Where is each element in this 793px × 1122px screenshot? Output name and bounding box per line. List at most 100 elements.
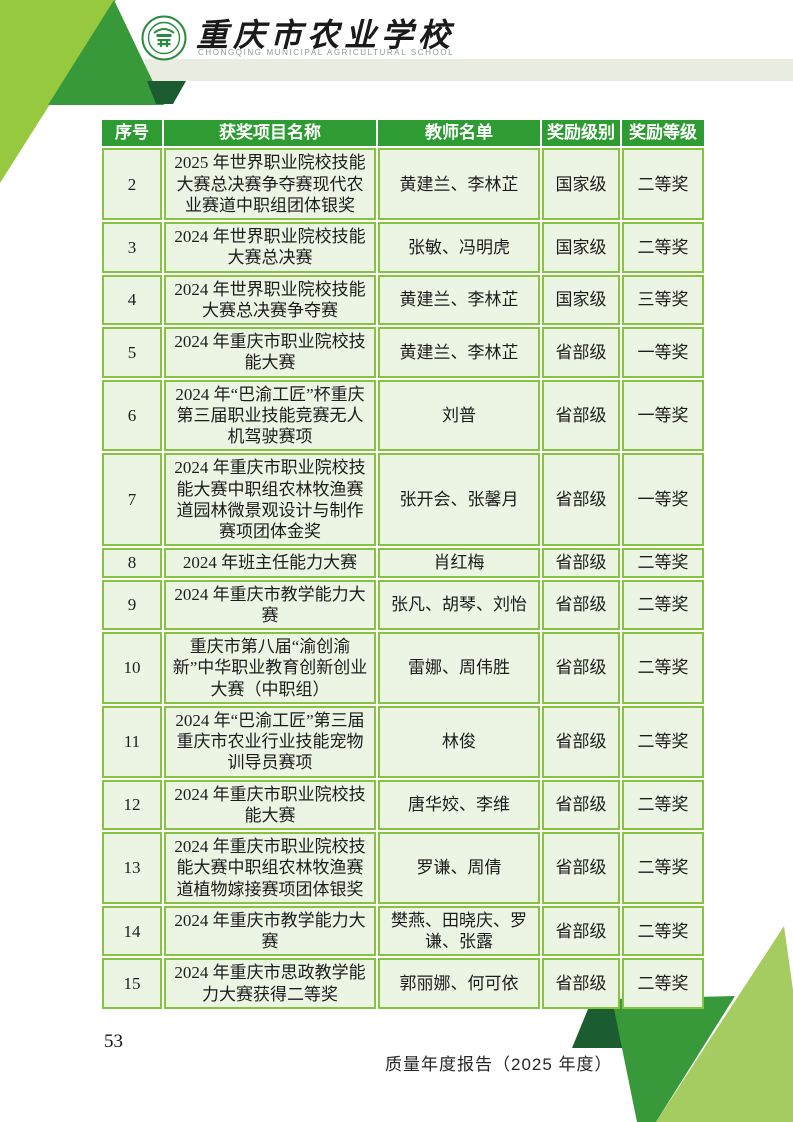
award-level: 省部级: [542, 705, 620, 778]
row-number: 15: [102, 958, 162, 1009]
award-level: 省部级: [542, 327, 620, 378]
award-project-name: 2024 年重庆市职业院校技能大赛: [164, 327, 376, 378]
column-header-level: 奖励级别: [542, 120, 620, 147]
award-grade: 二等奖: [622, 905, 704, 957]
table-row: 11 2024 年“巴渝工匠”第三届重庆市农业行业技能宠物训导员赛项 林俊 省部级 二等…: [102, 705, 704, 778]
row-number: 10: [102, 632, 162, 704]
teacher-names: 张开会、张馨月: [378, 453, 540, 547]
award-grade: 一等奖: [622, 379, 704, 452]
table-row: 2 2025 年世界职业院校技能大赛总决赛争夺赛现代农业赛道中职组团体银奖 黄建兰、…: [102, 148, 704, 221]
award-grade: 二等奖: [622, 548, 704, 578]
award-project-name: 2024 年重庆市职业院校技能大赛: [164, 779, 376, 831]
row-number: 11: [102, 705, 162, 778]
table-row: 3 2024 年世界职业院校技能大赛总决赛 张敏、冯明虎 国家级 二等奖: [102, 222, 704, 273]
award-project-name: 2024 年重庆市思政教学能力大赛获得二等奖: [164, 958, 376, 1009]
row-number: 8: [102, 548, 162, 578]
column-header-grade: 奖励等级: [622, 120, 704, 147]
header-band: [145, 59, 793, 81]
award-project-name: 2025 年世界职业院校技能大赛总决赛争夺赛现代农业赛道中职组团体银奖: [164, 148, 376, 221]
teacher-names: 林俊: [378, 705, 540, 778]
triangle-green-bottom-right: [612, 996, 735, 1122]
column-header-index: 序号: [102, 120, 162, 147]
teacher-names: 唐华姣、李维: [378, 779, 540, 831]
school-name-chinese: 重庆市农业学校: [196, 17, 456, 53]
triangle-lime-top-left: [0, 0, 116, 183]
row-number: 2: [102, 148, 162, 221]
row-number: 9: [102, 579, 162, 631]
table-row: 12 2024 年重庆市职业院校技能大赛 唐华姣、李维 省部级 二等奖: [102, 779, 704, 831]
row-number: 4: [102, 274, 162, 326]
teacher-names: 罗谦、周倩: [378, 832, 540, 904]
table-row: 10 重庆市第八届“渝创渝新”中华职业教育创新创业大赛（中职组） 雷娜、周伟胜 省部级…: [102, 632, 704, 704]
table-row: 4 2024 年世界职业院校技能大赛总决赛争夺赛 黄建兰、李林芷 国家级 三等奖: [102, 274, 704, 326]
award-project-name: 2024 年重庆市教学能力大赛: [164, 579, 376, 631]
report-footer-title: 质量年度报告（2025 年度）: [385, 1055, 613, 1074]
awards-table: 序号 获奖项目名称 教师名单 奖励级别 奖励等级 2 2025 年世界职业院校技能…: [100, 118, 706, 1011]
award-grade: 二等奖: [622, 832, 704, 904]
award-level: 省部级: [542, 779, 620, 831]
award-grade: 二等奖: [622, 632, 704, 704]
award-level: 省部级: [542, 632, 620, 704]
row-number: 13: [102, 832, 162, 904]
teacher-names: 肖红梅: [378, 548, 540, 578]
award-level: 省部级: [542, 958, 620, 1009]
teacher-names: 黄建兰、李林芷: [378, 274, 540, 326]
award-project-name: 2024 年重庆市教学能力大赛: [164, 905, 376, 957]
award-level: 省部级: [542, 379, 620, 452]
table-header-row: 序号 获奖项目名称 教师名单 奖励级别 奖励等级: [102, 120, 704, 147]
school-name-english: CHONGQING MUNICIPAL AGRICULTURAL SCHOOL: [198, 48, 455, 57]
award-level: 国家级: [542, 274, 620, 326]
row-number: 3: [102, 222, 162, 273]
award-project-name: 2024 年班主任能力大赛: [164, 548, 376, 578]
school-logo-icon: [141, 15, 187, 61]
award-project-name: 重庆市第八届“渝创渝新”中华职业教育创新创业大赛（中职组）: [164, 632, 376, 704]
row-number: 12: [102, 779, 162, 831]
award-grade: 二等奖: [622, 579, 704, 631]
trapezoid-dark-top-left: [147, 81, 186, 104]
award-grade: 二等奖: [622, 705, 704, 778]
award-level: 省部级: [542, 548, 620, 578]
table-row: 14 2024 年重庆市教学能力大赛 樊燕、田晓庆、罗谦、张露 省部级 二等奖: [102, 905, 704, 957]
award-level: 省部级: [542, 832, 620, 904]
award-level: 国家级: [542, 222, 620, 273]
award-project-name: 2024 年重庆市职业院校技能大赛中职组农林牧渔赛道植物嫁接赛项团体银奖: [164, 832, 376, 904]
teacher-names: 刘普: [378, 379, 540, 452]
row-number: 14: [102, 905, 162, 957]
award-grade: 一等奖: [622, 327, 704, 378]
table-row: 6 2024 年“巴渝工匠”杯重庆第三届职业技能竞赛无人机驾驶赛项 刘普 省部级 一等奖: [102, 379, 704, 452]
row-number: 6: [102, 379, 162, 452]
award-project-name: 2024 年世界职业院校技能大赛总决赛: [164, 222, 376, 273]
award-grade: 三等奖: [622, 274, 704, 326]
award-level: 国家级: [542, 148, 620, 221]
award-project-name: 2024 年“巴渝工匠”杯重庆第三届职业技能竞赛无人机驾驶赛项: [164, 379, 376, 452]
teacher-names: 张凡、胡琴、刘怡: [378, 579, 540, 631]
table-row: 7 2024 年重庆市职业院校技能大赛中职组农林牧渔赛道园林微景观设计与制作赛项团…: [102, 453, 704, 547]
table-row: 8 2024 年班主任能力大赛 肖红梅 省部级 二等奖: [102, 548, 704, 578]
table-row: 13 2024 年重庆市职业院校技能大赛中职组农林牧渔赛道植物嫁接赛项团体银奖 罗谦…: [102, 832, 704, 904]
award-grade: 二等奖: [622, 958, 704, 1009]
award-grade: 二等奖: [622, 779, 704, 831]
column-header-project: 获奖项目名称: [164, 120, 376, 147]
teacher-names: 樊燕、田晓庆、罗谦、张露: [378, 905, 540, 957]
row-number: 5: [102, 327, 162, 378]
table-row: 5 2024 年重庆市职业院校技能大赛 黄建兰、李林芷 省部级 一等奖: [102, 327, 704, 378]
award-project-name: 2024 年重庆市职业院校技能大赛中职组农林牧渔赛道园林微景观设计与制作赛项团体…: [164, 453, 376, 547]
teacher-names: 黄建兰、李林芷: [378, 327, 540, 378]
teacher-names: 郭丽娜、何可依: [378, 958, 540, 1009]
teacher-names: 张敏、冯明虎: [378, 222, 540, 273]
award-level: 省部级: [542, 453, 620, 547]
page-number: 53: [104, 1031, 123, 1052]
column-header-teachers: 教师名单: [378, 120, 540, 147]
award-level: 省部级: [542, 905, 620, 957]
award-grade: 二等奖: [622, 222, 704, 273]
table-row: 9 2024 年重庆市教学能力大赛 张凡、胡琴、刘怡 省部级 二等奖: [102, 579, 704, 631]
award-project-name: 2024 年“巴渝工匠”第三届重庆市农业行业技能宠物训导员赛项: [164, 705, 376, 778]
teacher-names: 黄建兰、李林芷: [378, 148, 540, 221]
teacher-names: 雷娜、周伟胜: [378, 632, 540, 704]
award-level: 省部级: [542, 579, 620, 631]
award-grade: 二等奖: [622, 148, 704, 221]
award-grade: 一等奖: [622, 453, 704, 547]
table-row: 15 2024 年重庆市思政教学能力大赛获得二等奖 郭丽娜、何可依 省部级 二等奖: [102, 958, 704, 1009]
award-project-name: 2024 年世界职业院校技能大赛总决赛争夺赛: [164, 274, 376, 326]
row-number: 7: [102, 453, 162, 547]
